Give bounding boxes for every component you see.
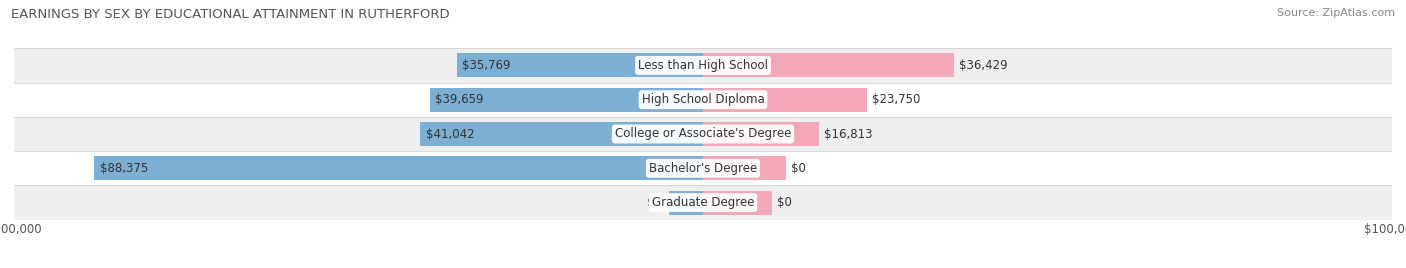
Text: $39,659: $39,659: [436, 93, 484, 106]
Text: $0: $0: [647, 196, 662, 209]
Bar: [14, 83, 1392, 117]
Text: Less than High School: Less than High School: [638, 59, 768, 72]
Text: $16,813: $16,813: [824, 128, 873, 140]
Text: High School Diploma: High School Diploma: [641, 93, 765, 106]
Text: $0: $0: [792, 162, 806, 175]
Text: College or Associate's Degree: College or Associate's Degree: [614, 128, 792, 140]
Bar: [14, 48, 1392, 83]
Bar: [457, 53, 703, 77]
Text: $23,750: $23,750: [872, 93, 921, 106]
Text: $0: $0: [778, 196, 792, 209]
Text: EARNINGS BY SEX BY EDUCATIONAL ATTAINMENT IN RUTHERFORD: EARNINGS BY SEX BY EDUCATIONAL ATTAINMEN…: [11, 8, 450, 21]
Text: $36,429: $36,429: [959, 59, 1008, 72]
Bar: [703, 191, 772, 215]
Bar: [703, 88, 866, 112]
Bar: [420, 122, 703, 146]
Bar: [703, 122, 818, 146]
Bar: [14, 151, 1392, 185]
Bar: [14, 185, 1392, 220]
Bar: [703, 156, 786, 180]
Bar: [669, 191, 703, 215]
Text: Source: ZipAtlas.com: Source: ZipAtlas.com: [1277, 8, 1395, 18]
Text: $35,769: $35,769: [463, 59, 510, 72]
Bar: [703, 53, 955, 77]
Bar: [430, 88, 703, 112]
Text: $88,375: $88,375: [100, 162, 148, 175]
Bar: [14, 117, 1392, 151]
Text: Graduate Degree: Graduate Degree: [652, 196, 754, 209]
Text: $41,042: $41,042: [426, 128, 474, 140]
Text: Bachelor's Degree: Bachelor's Degree: [650, 162, 756, 175]
Bar: [94, 156, 703, 180]
